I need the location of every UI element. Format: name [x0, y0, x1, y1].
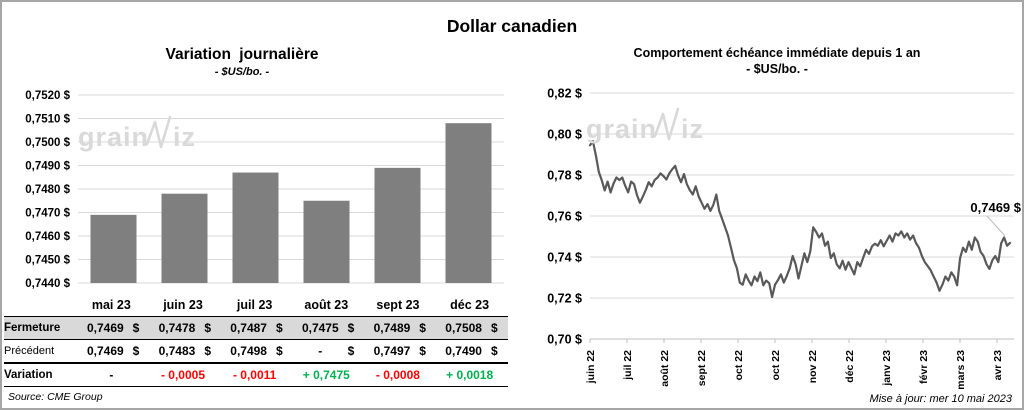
- bar-mai 23: [90, 214, 137, 283]
- value-cell: 0,7508 $: [445, 320, 498, 335]
- svg-text:oct 22: oct 22: [733, 350, 745, 381]
- value-cell: 0,7498 $: [230, 343, 283, 358]
- value-cell: 0,7469 $: [86, 343, 140, 358]
- update-note: Mise à jour: mer 10 mai 2023: [869, 393, 1012, 405]
- bar-déc 23: [445, 123, 492, 283]
- value-cell: + 0,7475: [302, 367, 350, 382]
- svg-text:0,7470 $: 0,7470 $: [25, 208, 70, 220]
- svg-text:oct 22: oct 22: [770, 350, 782, 381]
- month-header: juin 23: [163, 297, 203, 312]
- one-year-line-chart: 0,82 $ 0,80 $ 0,78 $ 0,76 $ 0,74 $ 0,72 $ 0,70…: [547, 87, 1022, 390]
- month-header: déc 23: [450, 297, 490, 312]
- svg-text:déc 22: déc 22: [844, 350, 856, 383]
- value-cell: - $: [318, 343, 355, 358]
- svg-text:0,7440 $: 0,7440 $: [25, 278, 70, 290]
- row-label: Variation: [4, 368, 53, 381]
- svg-text:0,7450 $: 0,7450 $: [25, 255, 70, 267]
- bar-août 23: [303, 200, 350, 283]
- table-row-precedent: Précédent 0,7469 $ 0,7483 $ 0,7498 $ - $ 0,7497 $ 0…: [4, 339, 508, 363]
- bar-chart-title: Variation journalière: [165, 46, 319, 63]
- value-cell: - 0,0005: [160, 367, 205, 382]
- last-value-annotation: 0,7469 $: [970, 200, 1021, 215]
- svg-text:0,70 $: 0,70 $: [547, 333, 582, 347]
- page-title: Dollar canadien: [446, 16, 578, 36]
- table-row-variation: Variation - - 0,0005 - 0,0011 + 0,7475 - 0,00…: [4, 363, 508, 386]
- bar-juil 23: [232, 172, 279, 283]
- month-header: sept 23: [376, 297, 420, 312]
- value-cell: 0,7483 $: [158, 343, 211, 358]
- line-chart-subtitle: - $US/bo. -: [746, 62, 808, 76]
- value-cell: 0,7487 $: [230, 320, 283, 335]
- svg-text:avr 23: avr 23: [992, 350, 1004, 381]
- svg-text:0,7480 $: 0,7480 $: [25, 184, 70, 196]
- svg-text:juil 22: juil 22: [622, 350, 634, 381]
- svg-text:0,7500 $: 0,7500 $: [25, 137, 70, 149]
- month-header: juil 23: [236, 297, 273, 312]
- svg-text:mars 23: mars 23: [955, 350, 967, 390]
- svg-text:0,78 $: 0,78 $: [547, 169, 582, 183]
- row-label: Fermeture: [4, 321, 61, 334]
- value-cell: 0,7497 $: [373, 343, 426, 358]
- svg-text:0,82 $: 0,82 $: [547, 87, 582, 101]
- value-cell: + 0,0018: [446, 367, 494, 382]
- svg-text:0,74 $: 0,74 $: [547, 251, 582, 265]
- month-header-row: mai 23 juin 23 juil 23 août 23 sept 23 déc 23: [4, 294, 508, 316]
- bar-juin 23: [161, 193, 208, 283]
- svg-text:0,76 $: 0,76 $: [547, 210, 582, 224]
- month-header: août 23: [304, 297, 349, 312]
- quotes-table: mai 23 juin 23 juil 23 août 23 sept 23 déc 23…: [4, 294, 508, 387]
- svg-text:0,72 $: 0,72 $: [547, 292, 582, 306]
- svg-text:0,7520 $: 0,7520 $: [25, 90, 70, 102]
- value-cell: 0,7469 $: [86, 320, 140, 335]
- value-cell: 0,7490 $: [445, 343, 498, 358]
- value-cell: 0,7478 $: [158, 320, 211, 335]
- table-row-fermeture: Fermeture 0,7469 $ 0,7478 $ 0,7487 $ 0,7475 $ 0,7…: [4, 316, 508, 339]
- value-cell: - 0,0008: [375, 367, 420, 382]
- source-note: Source: CME Group: [8, 391, 103, 403]
- svg-text:févr 23: févr 23: [918, 350, 930, 384]
- svg-text:janv 23: janv 23: [881, 350, 893, 387]
- value-cell: - 0,0011: [232, 367, 277, 382]
- price-line: [588, 140, 1012, 299]
- row-label: Précédent: [4, 344, 55, 357]
- empty-corner-cell: [4, 294, 78, 316]
- value-cell: -: [109, 367, 114, 382]
- svg-text:nov 22: nov 22: [807, 350, 819, 383]
- svg-text:0,7460 $: 0,7460 $: [25, 231, 70, 243]
- line-chart-title: Comportement échéance immédiate depuis 1…: [633, 46, 921, 60]
- bar-sept 23: [374, 167, 421, 283]
- svg-text:août 22: août 22: [659, 350, 671, 387]
- month-header: mai 23: [91, 297, 131, 312]
- svg-text:0,7510 $: 0,7510 $: [25, 114, 70, 126]
- svg-text:0,7490 $: 0,7490 $: [25, 161, 70, 173]
- svg-text:0,80 $: 0,80 $: [547, 128, 582, 142]
- value-cell: 0,7475 $: [301, 320, 355, 335]
- svg-text:sept 22: sept 22: [696, 350, 708, 386]
- bar-chart-subtitle: - $US/bo. -: [214, 66, 270, 78]
- value-cell: 0,7489 $: [373, 320, 426, 335]
- svg-text:juin 22: juin 22: [585, 350, 597, 384]
- daily-variation-bar-chart: 0,7520 $ 0,7510 $ 0,7500 $ 0,7490 $ 0,7480 $…: [25, 90, 504, 290]
